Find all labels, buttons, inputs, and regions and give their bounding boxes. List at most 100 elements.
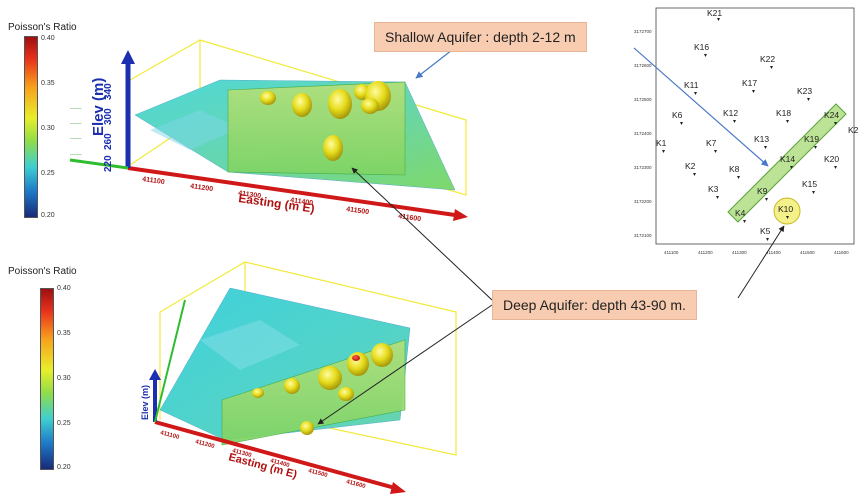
- map-x-tick: 411500: [800, 250, 815, 255]
- well-label: K1: [656, 138, 667, 148]
- anomaly-blob: [260, 91, 276, 105]
- elev-axis-arrow: [149, 369, 161, 380]
- well-label: K20: [824, 154, 839, 164]
- anomaly-blob: [300, 421, 314, 435]
- easting-tick: 411500: [346, 206, 370, 216]
- well-label: K8: [729, 164, 740, 174]
- map-to-line-arrow: [633, 47, 769, 167]
- well-label: K22: [760, 54, 775, 64]
- anomaly-blob: [323, 135, 343, 161]
- elev-tick: 220: [103, 155, 114, 172]
- well-label: K7: [706, 138, 717, 148]
- colorbar-tick: 0.35: [57, 330, 71, 337]
- map-y-tick: 3172300: [634, 165, 652, 170]
- colorbar-tick: 0.40: [41, 35, 55, 42]
- svg-text:-------: -------: [70, 106, 82, 112]
- map-y-tick: 3172700: [634, 29, 652, 34]
- well-label: K9: [757, 186, 768, 196]
- map-x-tick: 411200: [698, 250, 713, 255]
- well-label: K13: [754, 134, 769, 144]
- elev-axis-label: Elev (m): [90, 78, 107, 136]
- well-label: K24: [824, 110, 839, 120]
- well-label: K4: [735, 208, 746, 218]
- northing-axis: [154, 299, 186, 423]
- colorbar-top: [24, 36, 38, 218]
- anomaly-blob-high: [352, 355, 360, 361]
- deep-arrow-map: [737, 225, 785, 299]
- colorbar-title-top: Poisson's Ratio: [8, 22, 77, 33]
- map-x-tick: 411600: [834, 250, 849, 255]
- anomaly-blob: [328, 89, 352, 119]
- plot-top-3d: ------- ------- ------- ------- Elev (m) 22…: [69, 39, 468, 223]
- well-label: K2: [848, 125, 859, 135]
- anomaly-blob: [318, 366, 342, 390]
- well-label: K15: [802, 179, 817, 189]
- well-label: K17: [742, 78, 757, 88]
- elev-axis-arrow: [121, 50, 135, 64]
- bounding-box-edge: [129, 39, 201, 81]
- plot-bottom-3d: Elev (m) 411100 411200 411300 411400 411…: [140, 261, 457, 494]
- easting-tick: 411600: [345, 479, 366, 490]
- well-label: K21: [707, 8, 722, 18]
- colorbar-bottom: [40, 288, 54, 470]
- northing-axis: [69, 158, 129, 170]
- easting-tick: 411600: [398, 213, 422, 223]
- easting-axis-label: Easting (m E): [227, 451, 298, 481]
- colorbar-title-bottom: Poisson's Ratio: [8, 266, 77, 277]
- easting-axis: [127, 166, 456, 217]
- svg-text:-------: -------: [70, 121, 82, 127]
- k10-highlight: [773, 197, 801, 225]
- easting-tick: 411200: [194, 439, 215, 450]
- elev-axis-label: Elev (m): [140, 385, 150, 420]
- easting-tick: 411500: [307, 468, 328, 479]
- well-label: K6: [672, 110, 683, 120]
- elev-tick: 300: [103, 108, 114, 125]
- anomaly-blob: [361, 98, 379, 114]
- easting-tick: 411300: [231, 448, 252, 459]
- shallow-arrow: [415, 49, 453, 79]
- elev-tick: 340: [103, 83, 114, 100]
- map-y-tick: 3172100: [634, 233, 652, 238]
- easting-tick: 411300: [238, 190, 262, 200]
- easting-tick: 411400: [290, 197, 314, 207]
- well-label: K5: [760, 226, 771, 236]
- well-location-map: 3172700 3172600 3172500 3172400 3172300 …: [634, 7, 859, 255]
- well-label: K2: [685, 161, 696, 171]
- well-label: K11: [684, 80, 699, 90]
- easting-tick: 411100: [142, 176, 165, 186]
- colorbar-tick: 0.20: [57, 464, 71, 471]
- easting-axis-arrow: [453, 209, 468, 221]
- surface-patch: [150, 110, 240, 150]
- easting-axis-arrow: [390, 482, 406, 494]
- map-x-tick: 411300: [732, 250, 747, 255]
- map-y-tick: 3172500: [634, 97, 652, 102]
- bounding-box-edge: [159, 261, 246, 313]
- shallow-aquifer-callout: Shallow Aquifer : depth 2-12 m: [374, 22, 587, 52]
- colorbar-tick: 0.25: [41, 170, 55, 177]
- map-y-tick: 3172600: [634, 63, 652, 68]
- svg-text:-------: -------: [70, 136, 82, 142]
- anomaly-blob: [284, 378, 300, 394]
- svg-text:-------: -------: [70, 152, 82, 158]
- easting-tick: 411200: [190, 183, 214, 193]
- deep-arrow-top: [351, 167, 493, 301]
- vertical-slice: [227, 81, 406, 176]
- map-y-tick: 3172400: [634, 131, 652, 136]
- easting-tick: 411100: [159, 430, 180, 441]
- well-label: K23: [797, 86, 812, 96]
- surface-patch: [200, 320, 300, 370]
- colorbar-tick: 0.30: [57, 375, 71, 382]
- colorbar-tick: 0.20: [41, 212, 55, 219]
- well-markers: K21 K16 K22 K11 K17 K23 K6 K12 K18 K24 K…: [656, 8, 859, 241]
- well-label: K19: [804, 134, 819, 144]
- well-label: K3: [708, 184, 719, 194]
- easting-axis: [154, 420, 396, 490]
- map-y-tick: 3172200: [634, 199, 652, 204]
- deep-aquifer-callout: Deep Aquifer: depth 43-90 m.: [492, 290, 697, 320]
- anomaly-blob: [338, 387, 354, 401]
- well-label: K12: [723, 108, 738, 118]
- easting-tick: 411400: [269, 458, 290, 469]
- well-label: K16: [694, 42, 709, 52]
- elev-tick: 260: [103, 133, 114, 150]
